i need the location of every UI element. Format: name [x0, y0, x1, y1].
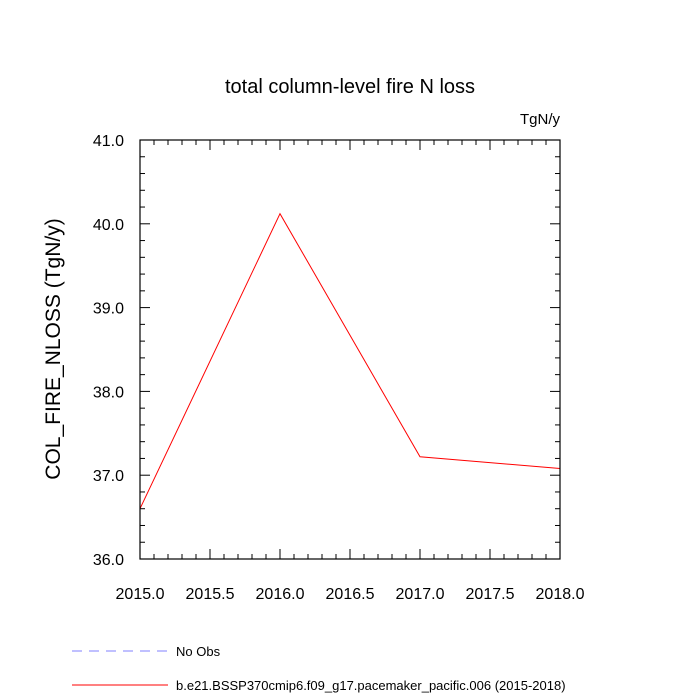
units-label: TgN/y [520, 111, 561, 128]
legend-label: b.e21.BSSP370cmip6.f09_g17.pacemaker_pac… [176, 678, 566, 693]
y-tick-label: 36.0 [93, 552, 124, 569]
legend-label: No Obs [176, 644, 221, 659]
y-tick-label: 40.0 [93, 217, 124, 234]
x-tick-label: 2016.5 [326, 586, 375, 603]
x-tick-label: 2015.5 [186, 586, 235, 603]
chart-title: total column-level fire N loss [225, 76, 475, 98]
x-tick-label: 2017.5 [466, 586, 515, 603]
series-line-1 [139, 212, 561, 509]
x-tick-label: 2016.0 [256, 586, 305, 603]
y-tick-label: 41.0 [93, 133, 124, 150]
x-tick-label: 2018.0 [536, 586, 585, 603]
plot-frame [139, 139, 561, 560]
axis-ticks: 2015.0 2015.5 2016.0 2016.5 2017.0 2017.5 2018… [93, 133, 585, 603]
x-tick-label: 2015.0 [116, 586, 165, 603]
x-tick-label: 2017.0 [396, 586, 445, 603]
y-tick-label: 37.0 [93, 468, 124, 485]
y-axis-label: COL_FIRE_NLOSS (TgN/y) [42, 218, 65, 479]
legend: No Obs b.e21.BSSP370cmip6.f09_g17.pacemak… [72, 644, 566, 693]
y-tick-label: 38.0 [93, 384, 124, 401]
y-tick-label: 39.0 [93, 301, 124, 318]
plot-series [139, 212, 561, 509]
